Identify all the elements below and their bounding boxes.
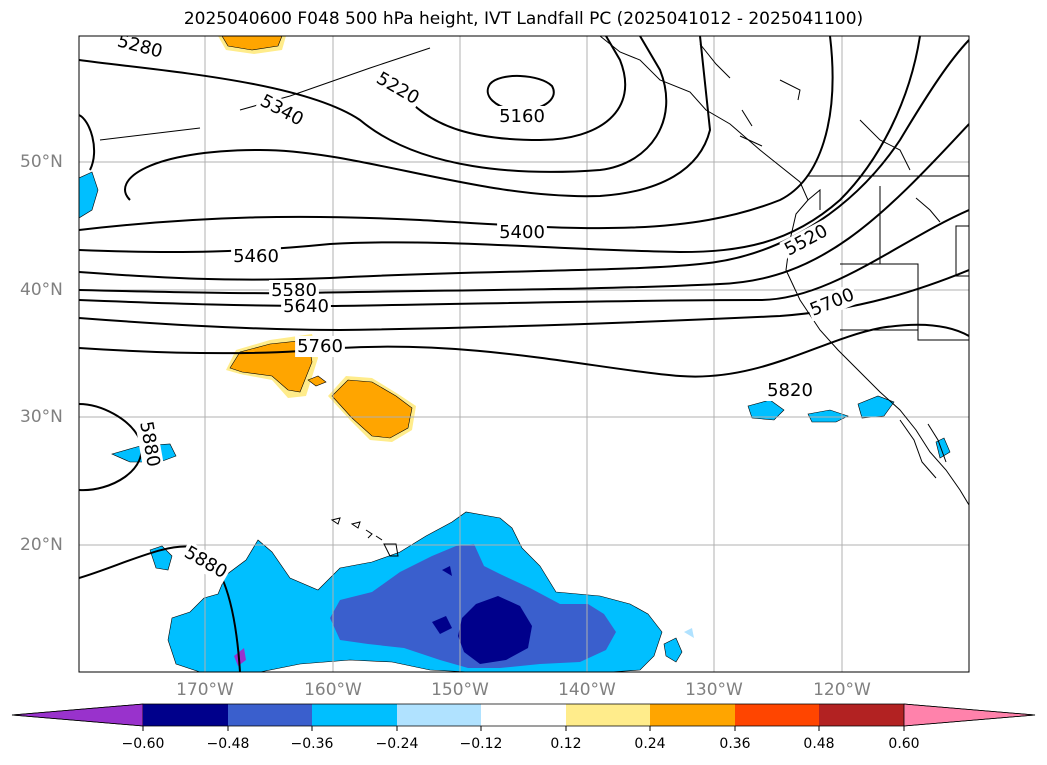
contour-label: 5880 <box>181 542 231 583</box>
map-title: 2025040600 F048 500 hPa height, IVT Land… <box>183 9 864 29</box>
contour-label-background <box>231 246 281 267</box>
ivt-negative-region <box>330 544 616 668</box>
contour-label: 5340 <box>257 90 307 130</box>
map-area: 5280 5220 5160 5340 5400 5460 5520 5580 <box>79 30 969 672</box>
colorbar-segment <box>481 704 566 726</box>
lat-label: 50°N <box>20 152 63 172</box>
map-frame <box>78 35 970 673</box>
lon-label: 150°W <box>431 680 489 700</box>
colorbar-segment <box>903 703 1036 727</box>
contour-label-background <box>269 280 319 301</box>
colorbar-segment <box>397 704 481 726</box>
ivt-negative-region <box>857 395 895 419</box>
contour-label: 5820 <box>767 380 813 401</box>
contour-label: 5220 <box>373 68 423 109</box>
contour-label-group: 5280 5220 5160 5340 5400 5460 5520 5580 <box>113 30 860 584</box>
contour-label-background <box>370 66 425 110</box>
colorbar-tick-label: 0.48 <box>803 736 835 752</box>
contour-label-background <box>178 540 233 584</box>
lon-label: 160°W <box>304 680 362 700</box>
contour-label-background <box>113 36 167 64</box>
lat-label: 20°N <box>20 535 63 555</box>
contour-label-background <box>765 380 815 401</box>
ivt-positive-region <box>331 379 413 439</box>
contour-label-background <box>134 417 165 471</box>
colorbar-segment <box>819 704 904 726</box>
contour-label-background <box>779 219 834 262</box>
colorbar <box>11 703 1036 731</box>
lat-label: 40°N <box>20 280 63 300</box>
colorbar-tick-label: −0.36 <box>290 736 334 752</box>
contour-label-background <box>497 222 547 243</box>
colorbar-tick-label: 0.36 <box>719 736 751 752</box>
lon-label: 130°W <box>685 680 743 700</box>
lon-label: 170°W <box>176 680 234 700</box>
ivt-shading <box>79 36 951 672</box>
contour-label: 5460 <box>233 246 279 267</box>
colorbar-segment <box>312 704 397 726</box>
ivt-negative-region <box>234 648 246 666</box>
contour-label-background <box>805 283 860 322</box>
ivt-negative-region <box>442 566 452 576</box>
contour-label: 5760 <box>297 336 343 357</box>
contour-label: 5280 <box>115 30 165 62</box>
ivt-negative-region <box>458 596 532 664</box>
lon-label: 140°W <box>558 680 616 700</box>
colorbar-segment <box>566 704 650 726</box>
colorbar-segment <box>735 704 819 726</box>
ivt-negative-region <box>684 628 694 638</box>
colorbar-tick-label: −0.12 <box>459 736 503 752</box>
contour-label: 5640 <box>283 296 329 317</box>
colorbar-tick-label: 0.60 <box>888 736 920 752</box>
contour-label: 5400 <box>499 222 545 243</box>
ivt-negative-region <box>79 171 99 219</box>
contour-label-background <box>254 89 309 132</box>
ivt-positive-region <box>307 375 327 387</box>
hawaiian-islands <box>330 517 399 557</box>
ivt-negative-region <box>663 637 683 663</box>
contour-label-background <box>497 106 547 127</box>
lat-label: 30°N <box>20 407 63 427</box>
contour-label: 5160 <box>499 106 545 127</box>
lon-label: 120°W <box>813 680 871 700</box>
contour-label-background <box>281 296 331 317</box>
colorbar-tick-label: −0.48 <box>206 736 250 752</box>
ivt-positive-region <box>221 36 283 51</box>
contour-label: 5580 <box>271 280 317 301</box>
colorbar-segment <box>11 703 144 727</box>
ivt-negative-region <box>432 616 452 634</box>
colorbar-segment <box>143 704 228 726</box>
colorbar-segment <box>650 704 735 726</box>
colorbar-tick-label: −0.24 <box>375 736 419 752</box>
contour-label-background <box>295 336 345 357</box>
colorbar-tick-label: 0.12 <box>550 736 582 752</box>
colorbar-tick-label: −0.60 <box>121 736 165 752</box>
colorbar-segment <box>228 704 312 726</box>
colorbar-tick-label: 0.24 <box>634 736 666 752</box>
